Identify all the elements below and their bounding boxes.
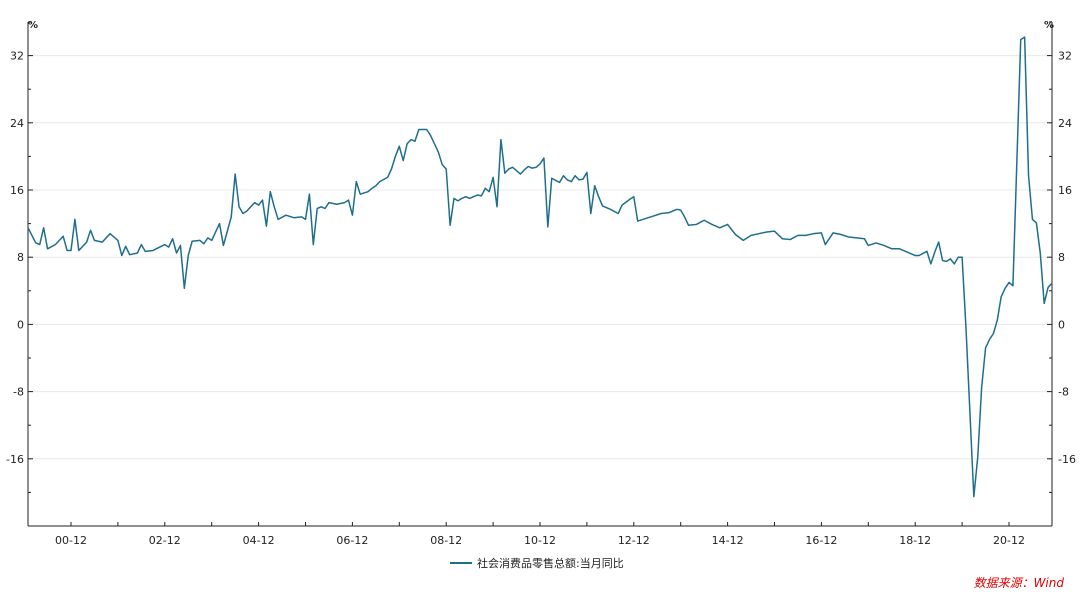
x-tick-label: 06-12 [336, 534, 368, 547]
y-tick-label-right: 0 [1058, 318, 1065, 331]
legend-label: 社会消费品零售总额:当月同比 [477, 556, 624, 570]
y-tick-label-left: -8 [13, 386, 24, 399]
x-tick-label: 10-12 [524, 534, 556, 547]
x-tick-label: 12-12 [618, 534, 650, 547]
y-tick-label-left: 24 [10, 117, 24, 130]
y-tick-label-right: 8 [1058, 251, 1065, 264]
y-tick-label-left: 16 [10, 184, 24, 197]
y-tick-label-right: -8 [1058, 386, 1069, 399]
x-tick-label: 14-12 [712, 534, 744, 547]
y-tick-label-left: -16 [6, 453, 24, 466]
x-tick-label: 08-12 [430, 534, 462, 547]
x-tick-label: 20-12 [993, 534, 1025, 547]
axes [27, 22, 1053, 527]
y-axis-unit-left: % [28, 20, 38, 31]
x-tick-label: 04-12 [243, 534, 275, 547]
y-tick-label-left: 0 [17, 318, 24, 331]
y-tick-label-right: -16 [1058, 453, 1076, 466]
y-tick-label-right: 32 [1058, 50, 1072, 63]
y-axis-unit-right: % [1044, 20, 1054, 31]
y-tick-label-right: 16 [1058, 184, 1072, 197]
y-tick-label-right: 24 [1058, 117, 1072, 130]
x-tick-label: 18-12 [899, 534, 931, 547]
x-tick-label: 02-12 [149, 534, 181, 547]
x-tick-label: 16-12 [805, 534, 837, 547]
legend: 社会消费品零售总额:当月同比 [450, 556, 624, 570]
y-tick-label-left: 32 [10, 50, 24, 63]
x-tick-label: 00-12 [55, 534, 87, 547]
gridlines [28, 55, 1052, 460]
ticks: -16 -16 -8 -8 0 0 8 8 16 16 24 24 32 32 00-12 02-12 04-1… [6, 21, 1076, 547]
source-note: 数据来源：Wind [974, 576, 1065, 590]
series-line-retail-sales-yoy [27, 36, 1053, 498]
y-tick-label-left: 8 [17, 251, 24, 264]
